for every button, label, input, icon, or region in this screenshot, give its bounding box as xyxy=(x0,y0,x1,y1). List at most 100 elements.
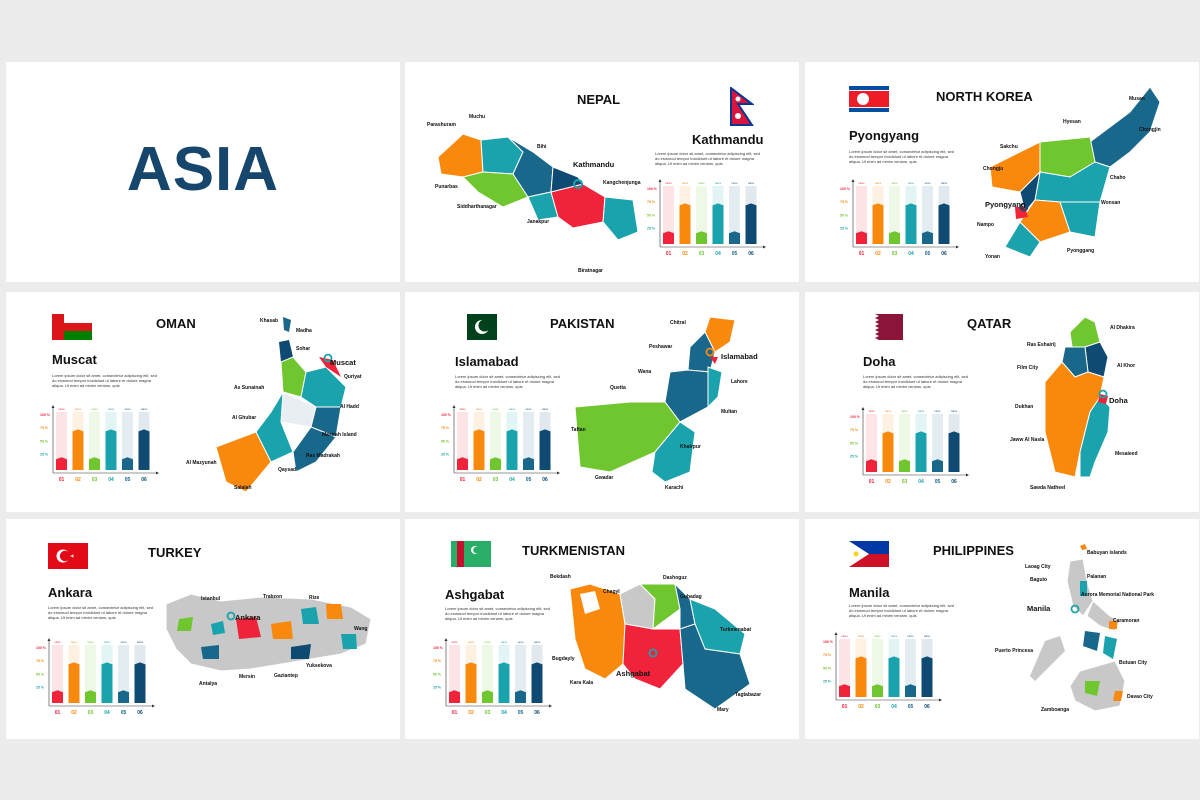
x-tick-label: 03 xyxy=(892,251,898,257)
x-tick-label: 06 xyxy=(951,479,957,485)
bar xyxy=(473,429,485,470)
y-tick-label: 50 % xyxy=(36,672,45,676)
y-tick-label: 50 % xyxy=(840,213,849,217)
description-text: Lorem ipsum dolor sit amet, consectetur … xyxy=(863,374,968,389)
slide-qatar[interactable]: QATAR Doha Lorem ipsum dolor sit amet, c… xyxy=(805,292,1199,512)
bar xyxy=(138,429,150,470)
bar-header: name xyxy=(492,408,499,411)
slide-nepal[interactable]: NEPAL Kathmandu Lorem ipsum dolor sit am… xyxy=(405,62,799,282)
y-tick-label: 25 % xyxy=(850,455,859,459)
x-tick-label: 02 xyxy=(476,477,482,483)
description-text: Lorem ipsum dolor sit amet, consectetur … xyxy=(48,605,153,620)
y-tick-label: 75 % xyxy=(850,428,859,432)
bar-header: name xyxy=(841,635,848,638)
bar-background xyxy=(515,645,526,703)
x-tick-label: 03 xyxy=(485,710,491,716)
x-tick-label: 06 xyxy=(141,477,147,483)
y-tick-label: 50 % xyxy=(441,439,450,443)
x-tick-label: 02 xyxy=(682,251,688,257)
bar-header: name xyxy=(104,641,111,644)
bar xyxy=(85,690,96,703)
y-tick-label: 100 % xyxy=(40,413,51,417)
bar-chart: 100 % 75 % 50 % 25 % name 01 name 02 name 03 name 0… xyxy=(823,632,942,710)
y-tick-label: 25 % xyxy=(36,686,45,690)
y-tick-label: 25 % xyxy=(823,680,832,684)
description-text: Lorem ipsum dolor sit amet, consectetur … xyxy=(849,149,954,164)
y-axis-arrow xyxy=(444,638,448,641)
y-tick-label: 75 % xyxy=(840,200,849,204)
slide-turkmenistan[interactable]: TURKMENISTAN Ashgabat Lorem ipsum dolor … xyxy=(405,519,799,739)
bar-background xyxy=(839,639,850,697)
bar xyxy=(101,662,113,703)
x-tick-label: 05 xyxy=(526,477,532,483)
bar-header: name xyxy=(54,641,61,644)
bar xyxy=(457,457,468,470)
pakistan-map xyxy=(574,316,736,483)
y-tick-label: 75 % xyxy=(647,200,656,204)
bar-header: name xyxy=(87,641,94,644)
bar xyxy=(118,690,129,703)
bar-chart: 100 % 75 % 50 % 25 % name 01 name 02 name 03 name 0… xyxy=(850,407,969,485)
y-tick-label: 50 % xyxy=(40,439,49,443)
bar-header: name xyxy=(715,182,722,185)
bar xyxy=(449,690,460,703)
bar-header: name xyxy=(907,635,914,638)
x-tick-label: 05 xyxy=(518,710,524,716)
bar-background xyxy=(482,645,493,703)
bar-header: name xyxy=(908,182,915,185)
x-axis-arrow xyxy=(557,471,560,475)
x-axis-arrow xyxy=(939,698,942,702)
bar xyxy=(531,662,543,703)
x-axis-arrow xyxy=(549,704,552,708)
y-axis-arrow xyxy=(658,179,662,182)
x-tick-label: 05 xyxy=(935,479,941,485)
x-tick-label: 05 xyxy=(121,710,127,716)
bar xyxy=(889,231,900,244)
x-tick-label: 04 xyxy=(918,479,924,485)
bar-header: name xyxy=(509,408,516,411)
country-name: PAKISTAN xyxy=(550,316,615,331)
description-text: Lorem ipsum dolor sit amet, consectetur … xyxy=(455,374,560,389)
bar-header: name xyxy=(941,182,948,185)
bar-chart: 100 % 75 % 50 % 25 % name 01 name 02 name 03 name 0… xyxy=(647,179,766,257)
x-tick-label: 04 xyxy=(509,477,515,483)
bar xyxy=(856,231,867,244)
bar xyxy=(899,459,910,472)
bar xyxy=(105,429,117,470)
bar-header: name xyxy=(137,641,144,644)
bar-background xyxy=(696,186,707,244)
x-tick-label: 03 xyxy=(699,251,705,257)
x-tick-label: 01 xyxy=(55,710,61,716)
slide-turkey[interactable]: TURKEY Ankara Lorem ipsum dolor sit amet… xyxy=(6,519,400,739)
bar-header: name xyxy=(517,641,524,644)
slide-oman[interactable]: OMAN Muscat Lorem ipsum dolor sit amet, … xyxy=(6,292,400,512)
bar-background xyxy=(889,186,900,244)
slide-north-korea[interactable]: NORTH KOREA Pyongyang Lorem ipsum dolor … xyxy=(805,62,1199,282)
bar-header: name xyxy=(501,641,508,644)
x-tick-label: 01 xyxy=(869,479,875,485)
bar xyxy=(68,662,80,703)
x-tick-label: 06 xyxy=(941,251,947,257)
y-tick-label: 100 % xyxy=(433,646,444,650)
bar-chart: 100 % 75 % 50 % 25 % name 01 name 02 name 03 name 0… xyxy=(433,638,552,716)
x-tick-label: 01 xyxy=(460,477,466,483)
bar xyxy=(122,457,133,470)
asia-title: ASIA xyxy=(126,135,280,204)
capital-name: Muscat xyxy=(52,352,97,367)
x-tick-label: 02 xyxy=(71,710,77,716)
capital-name: Ashgabat xyxy=(445,587,505,602)
oman-flag-icon xyxy=(52,314,92,340)
bar-header: name xyxy=(731,182,738,185)
slide-philippines[interactable]: PHILIPPINES Manila Lorem ipsum dolor sit… xyxy=(805,519,1199,739)
slide-pakistan[interactable]: PAKISTAN Islamabad Lorem ipsum dolor sit… xyxy=(405,292,799,512)
y-tick-label: 75 % xyxy=(36,659,45,663)
bar-background xyxy=(663,186,674,244)
x-tick-label: 06 xyxy=(924,704,930,710)
bar xyxy=(56,457,67,470)
bar xyxy=(882,431,894,472)
x-tick-label: 05 xyxy=(125,477,131,483)
slide-title[interactable]: ASIA xyxy=(6,62,400,282)
bar xyxy=(729,231,740,244)
bar xyxy=(938,203,950,244)
bar-header: name xyxy=(120,641,127,644)
